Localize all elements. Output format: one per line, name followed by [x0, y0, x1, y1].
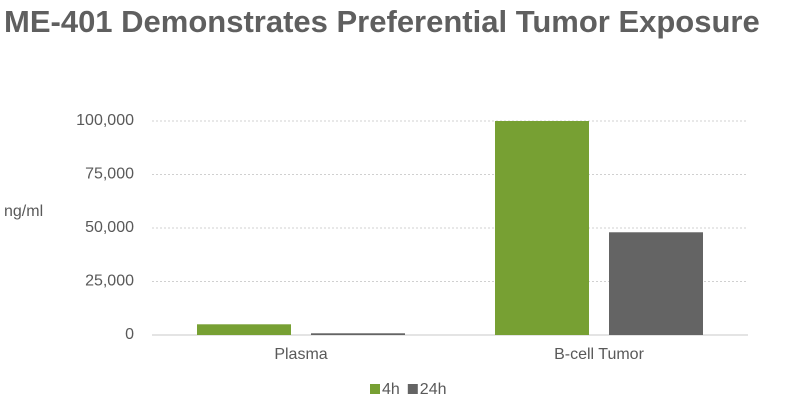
- y-tick-label: 50,000: [85, 219, 134, 236]
- legend-swatch: [407, 384, 418, 394]
- legend-label: 24h: [420, 381, 447, 398]
- y-axis-label: ng/ml: [4, 203, 43, 220]
- legend-swatch: [370, 384, 380, 394]
- bar: [609, 232, 703, 335]
- y-tick-label: 100,000: [76, 112, 134, 129]
- y-tick-label: 0: [125, 326, 134, 343]
- bar: [495, 121, 589, 335]
- y-tick-label: 75,000: [85, 166, 134, 183]
- bar: [197, 324, 291, 335]
- legend-label: 4h: [382, 381, 400, 398]
- x-tick-label: B-cell Tumor: [554, 346, 644, 363]
- x-tick-label: Plasma: [274, 346, 327, 363]
- y-tick-label: 25,000: [85, 273, 134, 290]
- chart-title: ME-401 Demonstrates Preferential Tumor E…: [4, 4, 760, 39]
- bar: [311, 333, 405, 335]
